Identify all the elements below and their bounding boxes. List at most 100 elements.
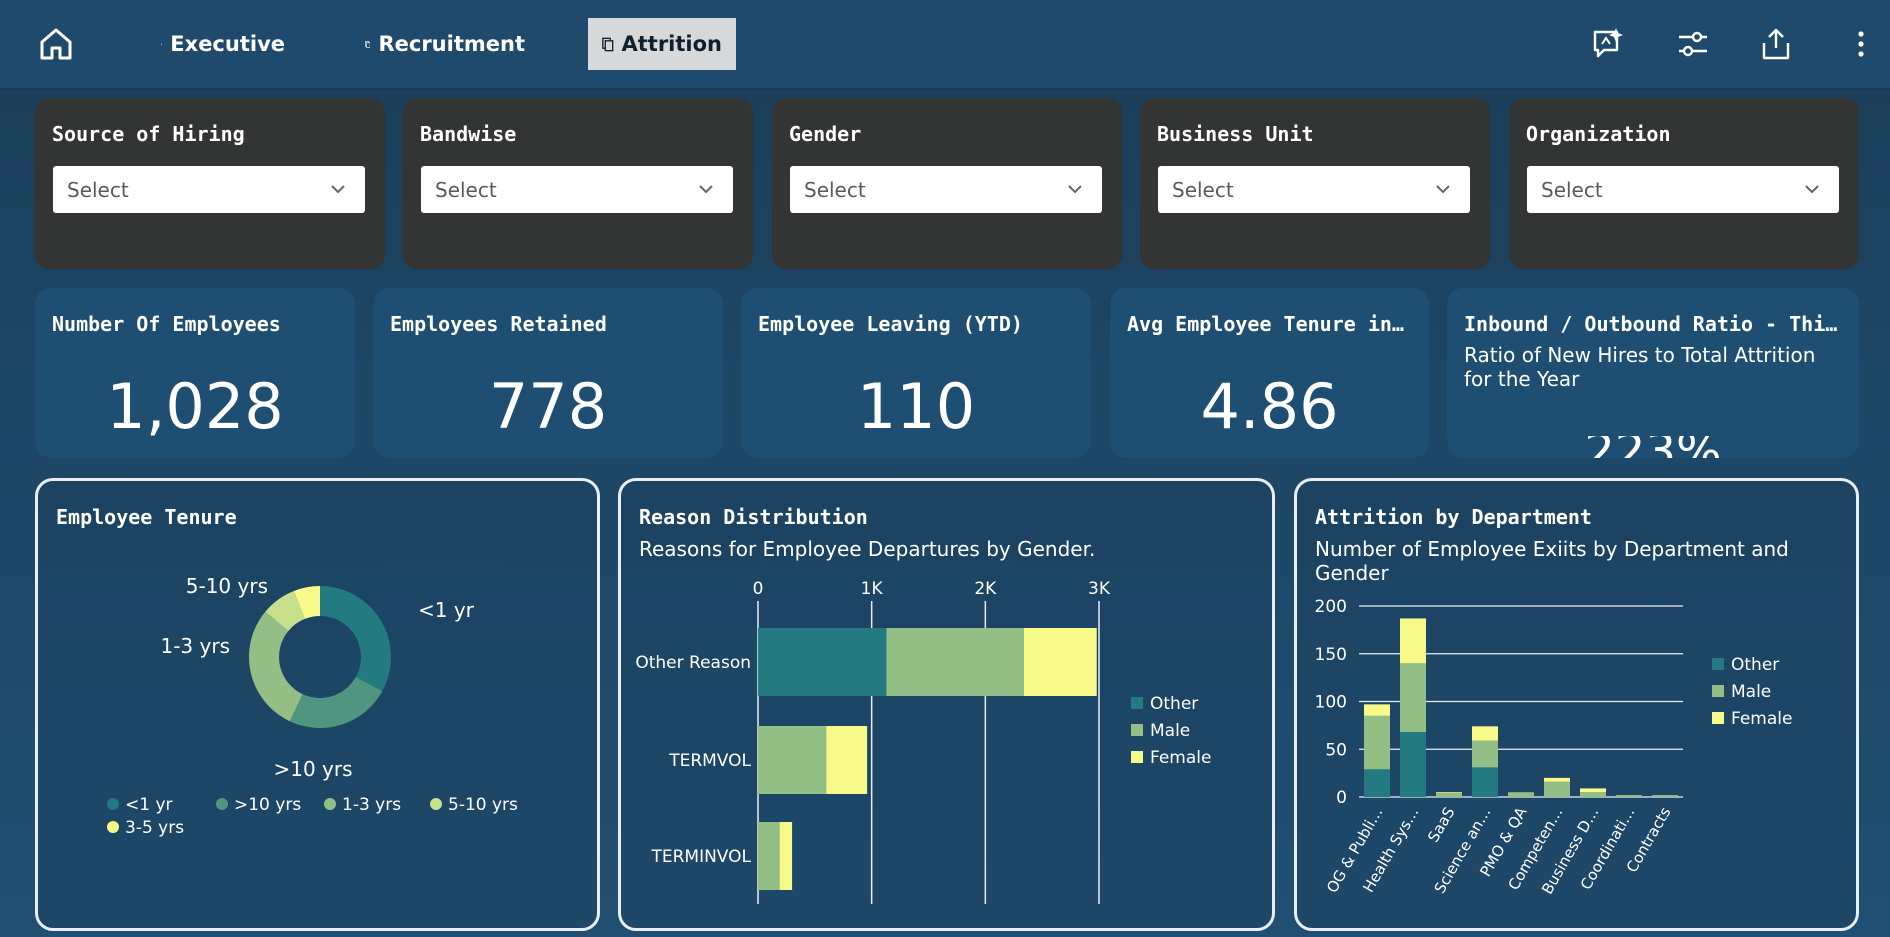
top-nav-bar: Executive Recruitment Attrition <box>0 0 1890 89</box>
panel-title: Reason Distribution <box>639 505 868 529</box>
y-tick-terminvol: TERMINVOL <box>650 847 751 867</box>
pie-label-10-yrs: >10 yrs <box>273 757 352 781</box>
bar-science-an-male <box>1472 740 1498 768</box>
sliders-icon[interactable] <box>1675 26 1711 62</box>
bar-science-an-female <box>1472 726 1498 741</box>
pie-label-5-10-yrs: 5-10 yrs <box>186 574 268 598</box>
kpi-value: 1,028 <box>106 370 284 443</box>
kpi-value: 223% <box>1447 436 1859 458</box>
pie-slice-10-yrs <box>289 676 383 728</box>
chevron-down-icon <box>331 185 345 194</box>
filter-business-unit: Business Unit Select <box>1140 98 1490 269</box>
legend-label-female: Female <box>1731 709 1792 729</box>
chevron-down-icon <box>1805 185 1819 194</box>
kpi-title: Inbound / Outbound Ratio - Thi… <box>1464 312 1838 336</box>
x-tick-3k: 3K <box>1088 581 1111 599</box>
kpi-subtitle: Ratio of New Hires to Total Attrition fo… <box>1464 343 1816 391</box>
legend-label-female: Female <box>1150 748 1211 768</box>
legend-label-10-yrs: >10 yrs <box>234 795 301 815</box>
pie-slice-1-3-yrs <box>249 611 303 722</box>
kpi-title: Avg Employee Tenure in… <box>1127 312 1404 336</box>
panel-subtitle: Reasons for Employee Departures by Gende… <box>639 537 1096 561</box>
x-tick-saas: SaaS <box>1424 804 1458 845</box>
employee-tenure-chart: <1 yr >10 yrs 1-3 yrs 5-10 yrs <1 yr >10 yrs 1… <box>107 574 518 838</box>
bar-other-reason-male <box>886 628 1024 696</box>
reason-distribution-panel: Reason Distribution Reasons for Employee… <box>618 478 1275 931</box>
tab-label: Recruitment <box>378 32 525 56</box>
tab-attrition[interactable]: Attrition <box>588 18 736 70</box>
kpi-value: 110 <box>856 370 976 443</box>
legend-label-1-yr: <1 yr <box>125 795 173 815</box>
bar-og-publi-male <box>1364 715 1390 770</box>
kpi-value-clip: 223% <box>1447 436 1859 458</box>
bandwise-select[interactable]: Select <box>421 166 733 213</box>
more-options-icon[interactable] <box>1843 26 1879 62</box>
attrition-by-department-panel: Attrition by Department Number of Employ… <box>1294 478 1859 931</box>
copy-icon <box>602 37 614 51</box>
reason-distribution-chart: 0 1K 2K 3K Other Reason TERMVOL TERMINVOL Other… <box>635 581 1211 904</box>
legend-marker-female <box>1131 751 1143 763</box>
home-icon[interactable] <box>36 26 76 62</box>
kpi-employees-retained: Employees Retained 778 <box>373 288 723 458</box>
select-placeholder: Select <box>1172 178 1234 202</box>
panel-subtitle: Number of Employee Exiits by Department … <box>1315 537 1789 585</box>
bar-health-sys-female <box>1400 618 1426 664</box>
filter-title: Bandwise <box>420 122 517 146</box>
tab-executive[interactable]: Executive <box>147 18 299 70</box>
bar-competen-female <box>1544 777 1570 782</box>
chevron-down-icon <box>1068 185 1082 194</box>
tab-label: Attrition <box>621 32 723 56</box>
kpi-title: Employee Leaving (YTD) <box>758 312 1023 336</box>
gender-select[interactable]: Select <box>790 166 1102 213</box>
filter-organization: Organization Select <box>1509 98 1859 269</box>
ai-chat-icon[interactable] <box>1590 26 1626 62</box>
bar-terminvol-female <box>779 822 793 890</box>
bar-business-d-male <box>1580 792 1606 797</box>
kpi-number-of-employees: Number Of Employees 1,028 <box>35 288 355 458</box>
share-icon[interactable] <box>1758 26 1794 62</box>
bar-other-reason-other <box>758 628 887 696</box>
kpi-employee-leaving-ytd: Employee Leaving (YTD) 110 <box>741 288 1091 458</box>
filter-title: Organization <box>1526 122 1671 146</box>
legend-label-male: Male <box>1731 682 1771 702</box>
x-tick-0: 0 <box>753 581 764 599</box>
legend-marker-male <box>1131 724 1143 736</box>
tab-label: Executive <box>170 32 285 56</box>
legend-label-other: Other <box>1150 694 1198 714</box>
bar-og-publi-female <box>1364 704 1390 716</box>
x-tick-2k: 2K <box>974 581 997 599</box>
bar-pmo-qa-male <box>1508 792 1534 797</box>
legend-marker-3-5-yrs <box>107 821 119 833</box>
legend-marker-5-10-yrs <box>430 798 442 810</box>
pie-slice-1-yr <box>320 586 391 692</box>
tab-recruitment[interactable]: Recruitment <box>351 18 539 70</box>
bar-health-sys-other <box>1400 732 1426 797</box>
select-placeholder: Select <box>435 178 497 202</box>
y-tick-200: 200 <box>1315 597 1347 617</box>
legend-marker-1-3-yrs <box>324 798 336 810</box>
panel-title: Attrition by Department <box>1315 505 1592 529</box>
source-of-hiring-select[interactable]: Select <box>53 166 365 213</box>
bar-competen-male <box>1544 781 1570 797</box>
pie-slice-5-10-yrs <box>265 590 305 631</box>
kpi-value: 4.86 <box>1200 370 1339 443</box>
business-unit-select[interactable]: Select <box>1158 166 1470 213</box>
legend-marker-female <box>1712 712 1724 724</box>
copy-icon <box>365 40 371 48</box>
bar-science-an-other <box>1472 767 1498 797</box>
legend-marker-1-yr <box>107 798 119 810</box>
legend-marker-other <box>1131 697 1143 709</box>
filter-source-of-hiring: Source of Hiring Select <box>35 98 385 269</box>
legend-marker-10-yrs <box>216 798 228 810</box>
bar-termvol-male <box>758 726 827 794</box>
bar-health-sys-male <box>1400 663 1426 733</box>
pie-label-1-3-yrs: 1-3 yrs <box>160 634 230 658</box>
y-tick-other-reason: Other Reason <box>635 653 751 673</box>
organization-select[interactable]: Select <box>1527 166 1839 213</box>
select-placeholder: Select <box>67 178 129 202</box>
bar-termvol-female <box>826 726 868 794</box>
legend-label-5-10-yrs: 5-10 yrs <box>448 795 518 815</box>
filter-title: Gender <box>789 122 862 146</box>
filter-bandwise: Bandwise Select <box>403 98 753 269</box>
bar-business-d-female <box>1580 788 1606 793</box>
